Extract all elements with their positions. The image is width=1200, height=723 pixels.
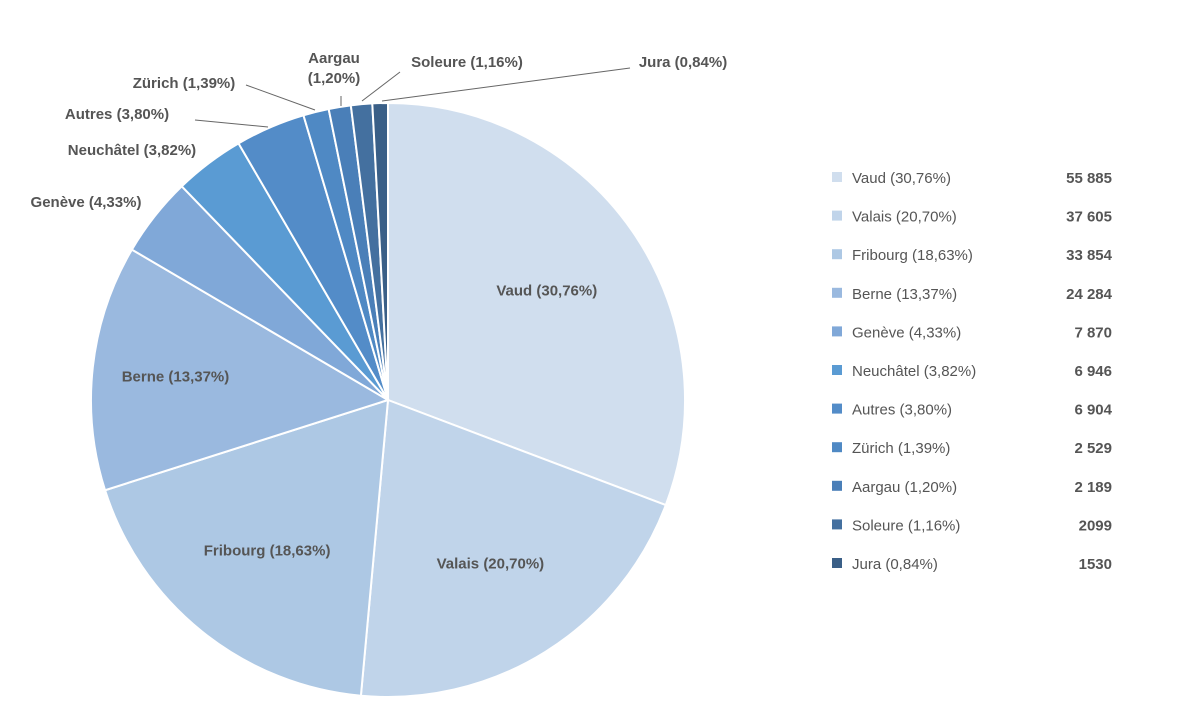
legend-item-neuchatel: Neuchâtel (3,82%) 6 946 bbox=[832, 363, 1112, 380]
pie-slice-vaud bbox=[387, 101, 686, 507]
leader-line-jura bbox=[381, 67, 631, 102]
legend-swatch bbox=[832, 403, 842, 414]
legend-swatch bbox=[832, 442, 842, 453]
slice-label-geneve: Genève (4,33%) bbox=[31, 194, 142, 211]
legend-label: Vaud (30,76%) bbox=[852, 170, 951, 187]
legend-label: Genève (4,33%) bbox=[852, 324, 961, 341]
slice-label-jura: Jura (0,84%) bbox=[639, 54, 727, 71]
legend-label: Aargau (1,20%) bbox=[852, 479, 957, 496]
legend-value: 37 605 bbox=[1066, 209, 1112, 226]
slice-label-autres: Autres (3,80%) bbox=[65, 106, 169, 123]
legend: Vaud (30,76%) 55 885 Valais (20,70%) 37 605… bbox=[832, 170, 1113, 573]
legend-item-berne: Berne (13,37%) 24 284 bbox=[832, 286, 1113, 303]
legend-item-geneve: Genève (4,33%) 7 870 bbox=[832, 324, 1112, 341]
leader-line-soleure bbox=[361, 71, 401, 102]
leader-line-autres bbox=[194, 119, 269, 128]
slice-label-soleure: Soleure (1,16%) bbox=[411, 54, 523, 71]
legend-swatch bbox=[832, 365, 842, 375]
legend-item-soleure: Soleure (1,16%) 2099 bbox=[832, 517, 1112, 534]
slice-label-valais: Valais (20,70%) bbox=[437, 556, 545, 573]
legend-value: 1530 bbox=[1079, 556, 1112, 573]
legend-value: 2099 bbox=[1079, 517, 1112, 534]
legend-item-autres: Autres (3,80%) 6 904 bbox=[832, 402, 1113, 419]
pie-slice-fribourg bbox=[103, 398, 390, 697]
legend-value: 24 284 bbox=[1066, 286, 1113, 303]
legend-label: Jura (0,84%) bbox=[852, 556, 938, 573]
slice-label-neuchatel: Neuchâtel (3,82%) bbox=[68, 142, 196, 159]
legend-label: Neuchâtel (3,82%) bbox=[852, 363, 976, 380]
legend-label: Soleure (1,16%) bbox=[852, 517, 960, 534]
pie-slices bbox=[90, 101, 686, 698]
legend-value: 6 946 bbox=[1074, 363, 1112, 380]
legend-value: 2 529 bbox=[1074, 440, 1112, 457]
legend-swatch bbox=[832, 558, 842, 568]
legend-value: 33 854 bbox=[1066, 247, 1113, 264]
legend-value: 6 904 bbox=[1074, 402, 1112, 419]
legend-item-aargau: Aargau (1,20%) 2 189 bbox=[832, 479, 1112, 496]
slice-label-zurich: Zürich (1,39%) bbox=[133, 75, 236, 92]
slice-label-aargau: Aargau (1,20%) bbox=[308, 50, 361, 87]
legend-value: 2 189 bbox=[1074, 479, 1112, 496]
pie-slice-berne bbox=[90, 248, 391, 492]
legend-label: Fribourg (18,63%) bbox=[852, 247, 973, 264]
legend-swatch bbox=[832, 249, 842, 260]
legend-label: Zürich (1,39%) bbox=[852, 440, 950, 457]
legend-swatch bbox=[832, 287, 842, 298]
slice-label-berne: Berne (13,37%) bbox=[122, 368, 230, 385]
legend-value: 55 885 bbox=[1066, 170, 1112, 187]
slice-label-fribourg: Fribourg (18,63%) bbox=[204, 543, 331, 560]
legend-label: Valais (20,70%) bbox=[852, 209, 957, 226]
legend-label: Autres (3,80%) bbox=[852, 402, 952, 419]
pie-slice-jura bbox=[371, 101, 389, 401]
leader-lines bbox=[194, 67, 631, 128]
pie-slice-valais bbox=[359, 398, 668, 698]
legend-swatch bbox=[832, 210, 842, 221]
legend-value: 7 870 bbox=[1074, 324, 1112, 341]
legend-item-vaud: Vaud (30,76%) 55 885 bbox=[832, 170, 1112, 187]
legend-item-jura: Jura (0,84%) 1530 bbox=[832, 556, 1112, 573]
legend-item-valais: Valais (20,70%) 37 605 bbox=[832, 209, 1112, 226]
slice-label-vaud: Vaud (30,76%) bbox=[496, 282, 597, 299]
slice-labels: Vaud (30,76%) Valais (20,70%) Fribourg (18… bbox=[31, 50, 728, 573]
legend-swatch bbox=[832, 519, 842, 530]
legend-swatch bbox=[832, 172, 842, 182]
legend-swatch bbox=[832, 326, 842, 337]
legend-item-zurich: Zürich (1,39%) 2 529 bbox=[832, 440, 1112, 457]
legend-item-fribourg: Fribourg (18,63%) 33 854 bbox=[832, 247, 1113, 264]
legend-label: Berne (13,37%) bbox=[852, 286, 957, 303]
leader-line-zurich bbox=[245, 84, 316, 111]
legend-swatch bbox=[832, 480, 842, 491]
